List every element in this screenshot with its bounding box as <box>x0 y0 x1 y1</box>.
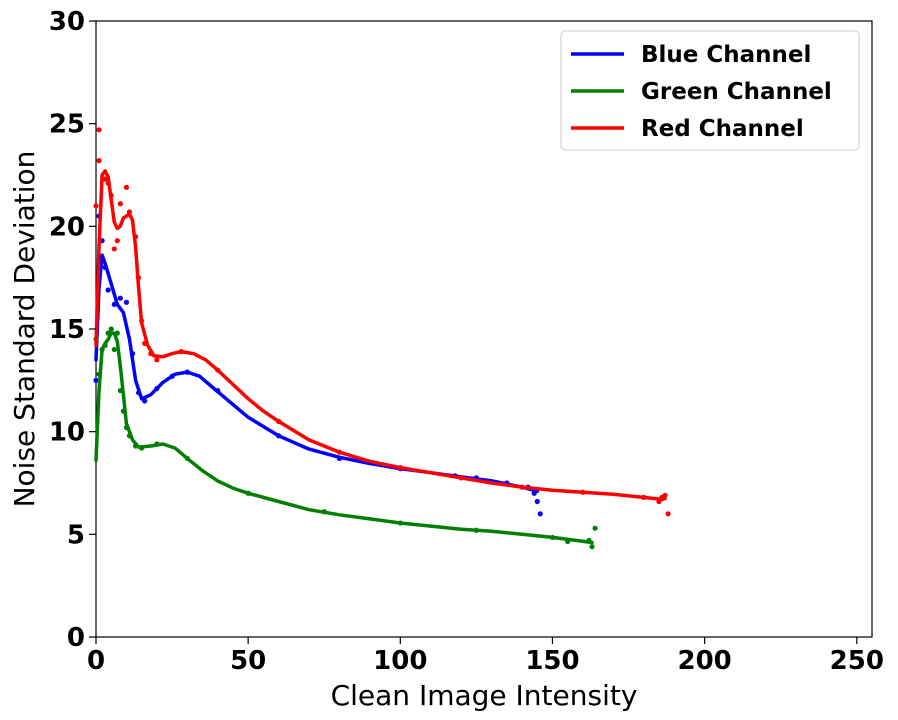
x-axis-label: Clean Image Intensity <box>331 679 638 712</box>
data-point <box>123 299 130 305</box>
data-point <box>111 246 117 252</box>
legend-label: Red Channel <box>641 116 804 142</box>
data-point <box>96 158 102 164</box>
data-point <box>117 295 123 301</box>
y-axis-ticks: 0 5 10 15 20 25 30 <box>49 7 96 653</box>
y-tick-label: 20 <box>49 212 85 242</box>
data-point <box>665 511 671 517</box>
data-point <box>537 511 543 517</box>
y-tick-label: 30 <box>49 7 85 37</box>
legend: Blue Channel Green Channel Red Channel <box>560 30 860 151</box>
x-tick-label: 100 <box>373 646 427 676</box>
series-blue-channel <box>93 213 543 517</box>
x-tick-label: 150 <box>525 646 579 676</box>
data-point <box>662 492 668 498</box>
data-point <box>534 498 540 505</box>
data-point <box>93 377 99 383</box>
series-red-channel <box>93 127 671 517</box>
y-axis-label: Noise Standard Deviation <box>8 151 41 508</box>
data-point <box>102 176 108 182</box>
legend-label: Green Channel <box>641 79 832 105</box>
plot-area <box>93 20 873 638</box>
y-tick-label: 0 <box>67 623 85 653</box>
legend-items: Blue Channel Green Channel Red Channel <box>571 42 832 142</box>
data-point <box>589 544 595 550</box>
y-tick-label: 25 <box>49 110 85 140</box>
data-point <box>154 357 160 363</box>
data-point <box>96 127 102 133</box>
series-green-channel <box>93 326 598 550</box>
legend-frame <box>560 30 860 151</box>
data-point <box>93 203 99 209</box>
data-point <box>123 184 130 190</box>
x-tick-label: 0 <box>87 646 105 676</box>
x-tick-label: 200 <box>677 646 731 676</box>
series-line <box>94 253 540 493</box>
x-tick-label: 250 <box>830 646 884 676</box>
y-tick-label: 10 <box>49 418 85 448</box>
y-tick-label: 5 <box>67 520 85 550</box>
x-axis-ticks: 0 50 100 150 200 250 <box>87 637 884 676</box>
data-point <box>105 287 111 293</box>
series-line <box>94 331 594 545</box>
data-point <box>108 326 114 332</box>
data-point <box>592 525 598 531</box>
y-tick-label: 15 <box>49 315 85 345</box>
legend-label: Blue Channel <box>641 42 811 68</box>
data-point <box>114 238 120 244</box>
data-point <box>111 346 117 353</box>
x-tick-label: 50 <box>230 646 266 676</box>
data-point <box>117 201 123 207</box>
series-line <box>94 169 667 502</box>
series-layer <box>93 127 671 550</box>
